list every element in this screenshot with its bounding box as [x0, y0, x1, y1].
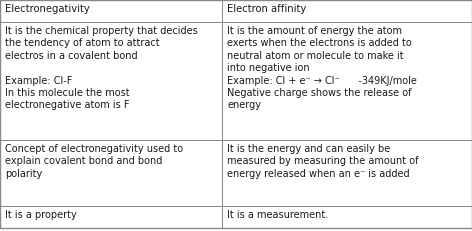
Text: It is the amount of energy the atom
exerts when the electrons is added to
neutra: It is the amount of energy the atom exer… [227, 26, 417, 110]
Text: It is a property: It is a property [5, 210, 77, 220]
Bar [0, 22, 222, 140]
Bar [0, 140, 222, 206]
Text: It is a measurement.: It is a measurement. [227, 210, 328, 220]
Bar [222, 22, 472, 140]
Bar [0, 206, 222, 228]
Bar [0, 0, 222, 22]
Text: Concept of electronegativity used to
explain covalent bond and bond
polarity: Concept of electronegativity used to exp… [5, 144, 183, 179]
Bar [222, 0, 472, 22]
Text: Electronegativity: Electronegativity [5, 4, 90, 14]
Text: It is the energy and can easily be
measured by measuring the amount of
energy re: It is the energy and can easily be measu… [227, 144, 419, 179]
Bar [222, 206, 472, 228]
Text: Electron affinity: Electron affinity [227, 4, 306, 14]
Text: It is the chemical property that decides
the tendency of atom to attract
electro: It is the chemical property that decides… [5, 26, 198, 110]
Bar [222, 140, 472, 206]
